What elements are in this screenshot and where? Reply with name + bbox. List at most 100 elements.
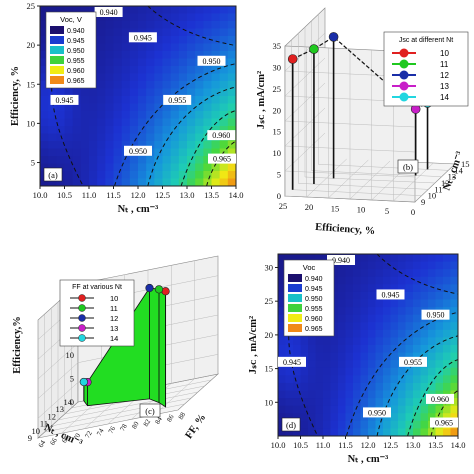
heatmap-cell (113, 81, 123, 90)
heatmap-cell (420, 405, 429, 414)
heatmap-cell (154, 126, 164, 135)
heatmap-cell (48, 118, 57, 127)
heatmap-cell (40, 43, 49, 52)
heatmap-cell (97, 28, 106, 37)
heatmap-cell (113, 118, 123, 127)
heatmap-cell (162, 21, 172, 30)
heatmap-cell (121, 81, 131, 90)
heatmap-cell (138, 58, 147, 67)
heatmap-cell (121, 36, 131, 45)
heatmap-cell (398, 345, 407, 354)
heatmap-cell (170, 156, 180, 165)
legend-marker (78, 324, 86, 332)
x-axis-label: Efficiency, % (315, 222, 376, 237)
heatmap-cell (435, 329, 444, 339)
heatmap-cell (64, 148, 74, 157)
heatmap-cell (278, 375, 287, 384)
heatmap-cell (56, 133, 66, 142)
y-tick-label: 30 (265, 262, 274, 272)
heatmap-cell (162, 13, 172, 22)
heatmap-cell (390, 398, 399, 407)
heatmap-cell (40, 178, 49, 186)
y-axis-label: Efficiency, % (10, 66, 21, 126)
heatmap-cell (278, 261, 287, 270)
y-tick-label: 15 (461, 159, 470, 169)
x-tick-label: 11.5 (106, 190, 121, 200)
heatmap-cell (162, 111, 172, 120)
heatmap-cell (195, 111, 204, 120)
heatmap-cell (113, 133, 123, 142)
heatmap-cell (368, 375, 377, 384)
heatmap-cell (138, 21, 147, 30)
heatmap-cell (129, 96, 139, 105)
heatmap-cell (97, 73, 106, 82)
heatmap-cell (187, 126, 196, 135)
heatmap-cell (428, 360, 437, 369)
heatmap-cell (435, 428, 444, 436)
scatter3d-panel-b: 25 20 15 10 5 0910111213141505101520253035Eff… (256, 7, 470, 237)
heatmap-cell (48, 126, 57, 135)
heatmap-cell (105, 111, 115, 120)
heatmap-cell (154, 36, 164, 45)
heatmap-cell (278, 367, 287, 376)
contour-label: 0.950 (368, 408, 386, 417)
heatmap-cell (105, 156, 115, 165)
heatmap-cell (450, 367, 458, 376)
heatmap-cell (170, 141, 180, 150)
z-tick-label: 25 (273, 84, 282, 94)
legend-entry: 14 (440, 93, 449, 102)
heatmap-cell (450, 360, 458, 369)
heatmap-cell (353, 413, 362, 422)
scatter3d-panel-c: 64 66 68 70 72 74 76 78 80 82 84 86 8891011121314051… (12, 255, 220, 449)
heatmap-cell (121, 163, 131, 172)
heatmap-cell (293, 254, 302, 263)
heatmap-cell (121, 28, 131, 37)
heatmap-cell (353, 390, 362, 399)
heatmap-cell (413, 375, 422, 384)
heatmap-cell (195, 81, 204, 90)
legend-title: Voc (303, 263, 316, 272)
contour-label: 0.965 (213, 155, 231, 164)
heatmap-cell (154, 28, 164, 37)
heatmap-cell (383, 367, 392, 376)
grid-line (44, 403, 185, 433)
heatmap-cell (113, 171, 123, 180)
heatmap-cell (203, 103, 213, 112)
heatmap-cell (375, 398, 384, 407)
heatmap-cell (97, 148, 106, 157)
heatmap-cell (308, 428, 317, 436)
heatmap-cell (129, 66, 139, 75)
heatmap-cell (315, 367, 324, 376)
heatmap-cell (330, 375, 339, 384)
heatmap-cell (308, 405, 317, 414)
heatmap-cell (345, 337, 354, 346)
heatmap-cell (80, 171, 90, 180)
heatmap-cell (293, 405, 302, 414)
heatmap-cell (113, 178, 123, 186)
heatmap-cell (48, 141, 57, 150)
heatmap-cell (97, 13, 106, 22)
heatmap-cell (97, 43, 106, 52)
heatmap-cell (138, 66, 147, 75)
heatmap-cell (105, 103, 115, 112)
heatmap-cell (40, 126, 49, 135)
heatmap-cell (219, 66, 229, 75)
heatmap-cell (56, 118, 66, 127)
heatmap-cell (450, 299, 458, 308)
heatmap-cell (154, 118, 164, 127)
heatmap-cell (219, 163, 229, 172)
heatmap-cell (64, 88, 74, 97)
heatmap-cell (338, 360, 347, 369)
heatmap-cell (300, 375, 309, 384)
heatmap-cell (428, 269, 437, 278)
heatmap-cell (293, 413, 302, 422)
heatmap-cell (345, 329, 354, 339)
heatmap-cell (293, 390, 302, 399)
heatmap-cell (435, 352, 444, 361)
heatmap-cell (398, 322, 407, 331)
heatmap-cell (308, 337, 317, 346)
legend-swatch (288, 314, 302, 322)
contour-label: 0.945 (283, 358, 301, 367)
heatmap-cell (338, 352, 347, 361)
heatmap-cell (353, 375, 362, 384)
